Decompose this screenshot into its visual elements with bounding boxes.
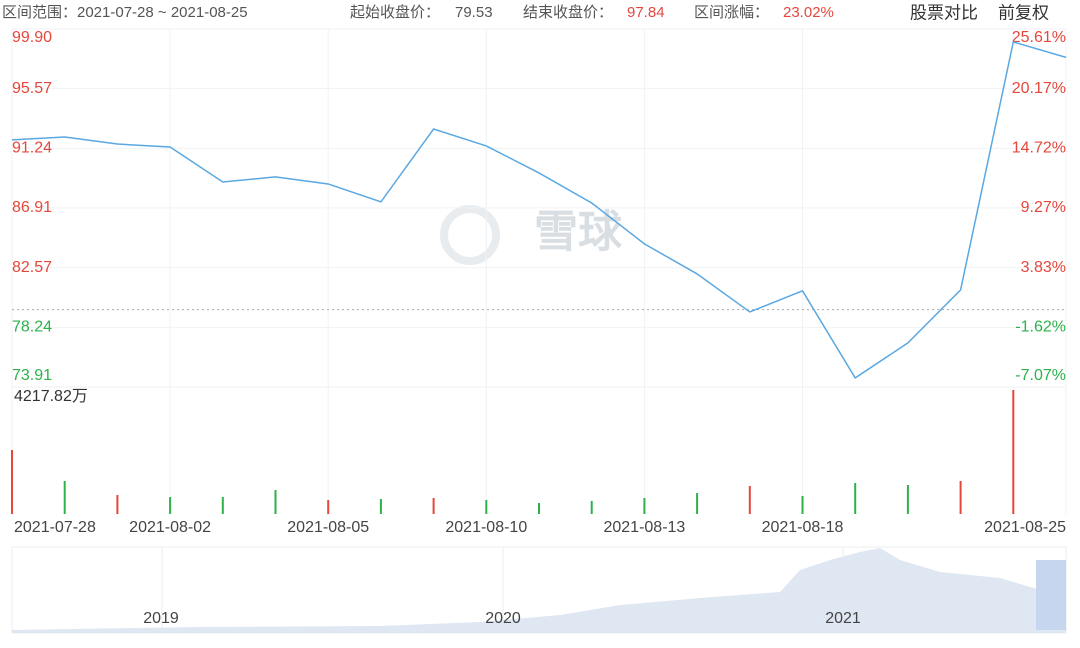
navigator-year: 2021: [825, 610, 861, 627]
x-tick-label: 2021-08-18: [762, 519, 844, 536]
y-tick-label: 82.57: [12, 259, 52, 276]
volume-bar: [63, 481, 66, 514]
volume-bar: [11, 449, 13, 514]
volume-bar: [538, 503, 540, 514]
watermark: 雪球: [534, 208, 623, 257]
y2-tick-label: 25.61%: [1012, 29, 1066, 46]
y-tick-label: 73.91: [12, 367, 52, 384]
y2-tick-label: 20.17%: [1012, 80, 1066, 97]
y-tick-label: 78.24: [12, 319, 52, 336]
x-tick-label: 2021-08-05: [287, 519, 369, 536]
volume-bar: [327, 500, 330, 514]
volume-bar: [696, 493, 699, 514]
volume-bar: [379, 499, 382, 514]
x-tick-label: 2021-07-28: [14, 519, 96, 536]
end-close: 97.84: [627, 4, 665, 21]
start-label: 起始收盘价：: [350, 3, 440, 21]
price-line: [11, 41, 1067, 379]
change: 23.02%: [783, 4, 834, 21]
navigator-year: 2019: [143, 610, 179, 627]
volume-bar: [854, 483, 857, 514]
volume-bar: [1012, 390, 1015, 514]
change-label: 区间涨幅：: [694, 4, 769, 21]
volume-bar: [643, 498, 646, 514]
x-tick-label: 2021-08-13: [603, 519, 685, 536]
volume-bar: [590, 501, 593, 514]
volume-max-label: 4217.82万: [14, 388, 88, 405]
x-tick-label: 2021-08-10: [445, 519, 527, 536]
range-text: 区间范围：2021-07-28 ~ 2021-08-25: [2, 4, 248, 21]
volume-bar: [274, 490, 277, 514]
y-tick-label: 95.57: [12, 80, 52, 97]
volume-bar: [432, 498, 435, 514]
x-tick-label: 2021-08-02: [129, 519, 211, 536]
navigator: [11, 546, 1067, 634]
x-tick-label: 2021-08-25: [984, 519, 1066, 536]
volume-bar: [116, 495, 119, 514]
volume-bar: [906, 485, 909, 514]
volume-bar: [801, 496, 804, 514]
navigator-year: 2020: [485, 610, 521, 627]
y-tick-label: 86.91: [12, 199, 52, 216]
volume-bar: [485, 500, 488, 514]
y2-tick-label: 14.72%: [1012, 140, 1066, 157]
volume-bar: [221, 497, 224, 514]
y2-tick-label: -1.62%: [1015, 319, 1066, 336]
y2-tick-label: 3.83%: [1021, 259, 1066, 276]
y-tick-label: 91.24: [12, 140, 52, 157]
volume-bar: [748, 486, 751, 514]
volume-bar: [959, 481, 962, 514]
end-label: 结束收盘价：: [523, 3, 613, 21]
y2-tick-label: -7.07%: [1015, 367, 1066, 384]
start-close: 79.53: [455, 4, 493, 21]
y-tick-label: 99.90: [12, 29, 52, 46]
adjust-button[interactable]: 前复权: [998, 3, 1049, 22]
y2-tick-label: 9.27%: [1021, 199, 1066, 216]
volume-bar: [169, 497, 172, 514]
compare-button[interactable]: 股票对比: [910, 3, 978, 22]
watermark-logo: [440, 205, 500, 265]
